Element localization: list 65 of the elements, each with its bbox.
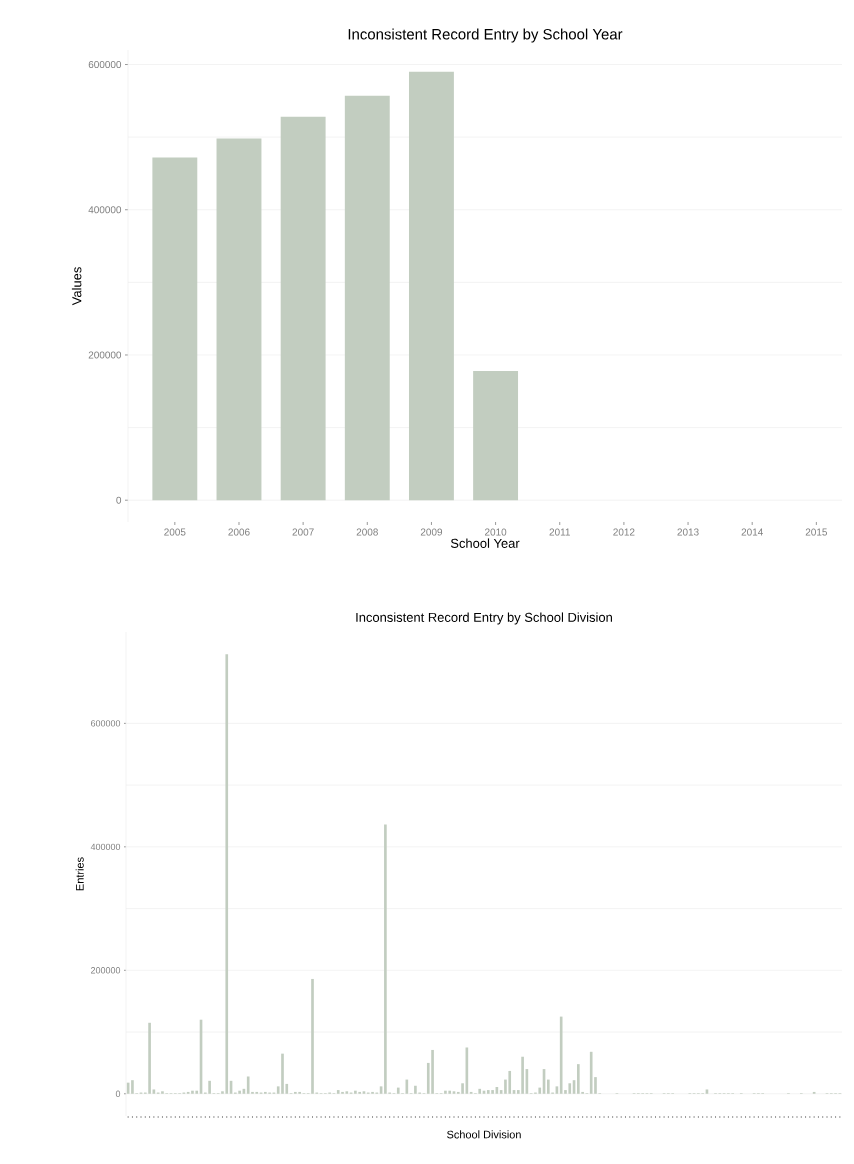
bar <box>246 1076 250 1094</box>
y-tick-label: 400000 <box>88 206 122 214</box>
bar <box>431 1049 434 1094</box>
bar <box>546 1079 550 1094</box>
y-tick-label: 0 <box>115 1090 121 1097</box>
x-axis-title: School Year <box>450 538 520 548</box>
y-tick-label: 600000 <box>88 60 122 69</box>
bar <box>448 1090 452 1094</box>
bar <box>568 1083 572 1094</box>
bar <box>354 1090 357 1094</box>
bar <box>473 370 519 501</box>
bar <box>478 1088 482 1094</box>
x-tick-label: 2005 <box>164 528 186 536</box>
bar <box>281 1053 284 1094</box>
bar <box>384 824 387 1094</box>
chart-title: Inconsistent Record Entry by School Year <box>348 28 623 43</box>
bar <box>238 1090 241 1094</box>
x-tick-label: 2010 <box>485 528 507 536</box>
bar <box>408 71 454 501</box>
x-tick-label: 2012 <box>613 528 635 536</box>
bar <box>414 1085 417 1094</box>
x-tick-label: 2015 <box>805 528 828 536</box>
bar <box>191 1090 194 1094</box>
chart-title: Inconsistent Record Entry by School Division <box>356 612 612 625</box>
x-tick-label: 2011 <box>549 528 570 536</box>
bar <box>336 1090 340 1094</box>
y-tick-label: 400000 <box>90 843 121 851</box>
bar <box>131 1080 134 1094</box>
y-axis-title: Entries <box>75 857 84 891</box>
bar <box>559 1016 563 1094</box>
bar <box>396 1087 400 1094</box>
bar <box>216 138 262 501</box>
bar <box>208 1080 211 1094</box>
y-axis-title: Values <box>71 267 82 306</box>
bar <box>508 1070 512 1094</box>
x-tick-label: 2008 <box>356 528 378 536</box>
bar <box>461 1083 464 1094</box>
bar <box>491 1090 494 1094</box>
y-tick-label: 200000 <box>91 967 121 974</box>
x-tick-label: 2009 <box>420 528 443 536</box>
x-tick-label: 2007 <box>292 528 314 536</box>
bar <box>152 1089 156 1094</box>
bar <box>148 1022 151 1094</box>
bar <box>538 1087 542 1094</box>
bar <box>344 95 390 501</box>
x-tick-label: 2014 <box>741 528 763 536</box>
bar <box>589 1051 593 1094</box>
bar <box>311 978 314 1094</box>
x-tick-label: 2013 <box>677 528 699 536</box>
bar <box>152 157 198 501</box>
bar <box>705 1089 709 1094</box>
bar <box>521 1056 524 1094</box>
x-tick-label: 2006 <box>228 528 250 536</box>
y-tick-label: 200000 <box>88 351 122 359</box>
bar <box>486 1090 490 1094</box>
bar <box>280 116 326 501</box>
y-tick-label: 600000 <box>91 720 121 727</box>
y-tick-label: 0 <box>116 496 122 504</box>
x-axis-title: School Division <box>447 1130 521 1139</box>
bar <box>195 1090 199 1094</box>
bar <box>345 1091 349 1094</box>
bar <box>444 1090 447 1094</box>
bar <box>161 1091 164 1094</box>
bar <box>225 654 229 1094</box>
bar <box>577 1064 580 1094</box>
